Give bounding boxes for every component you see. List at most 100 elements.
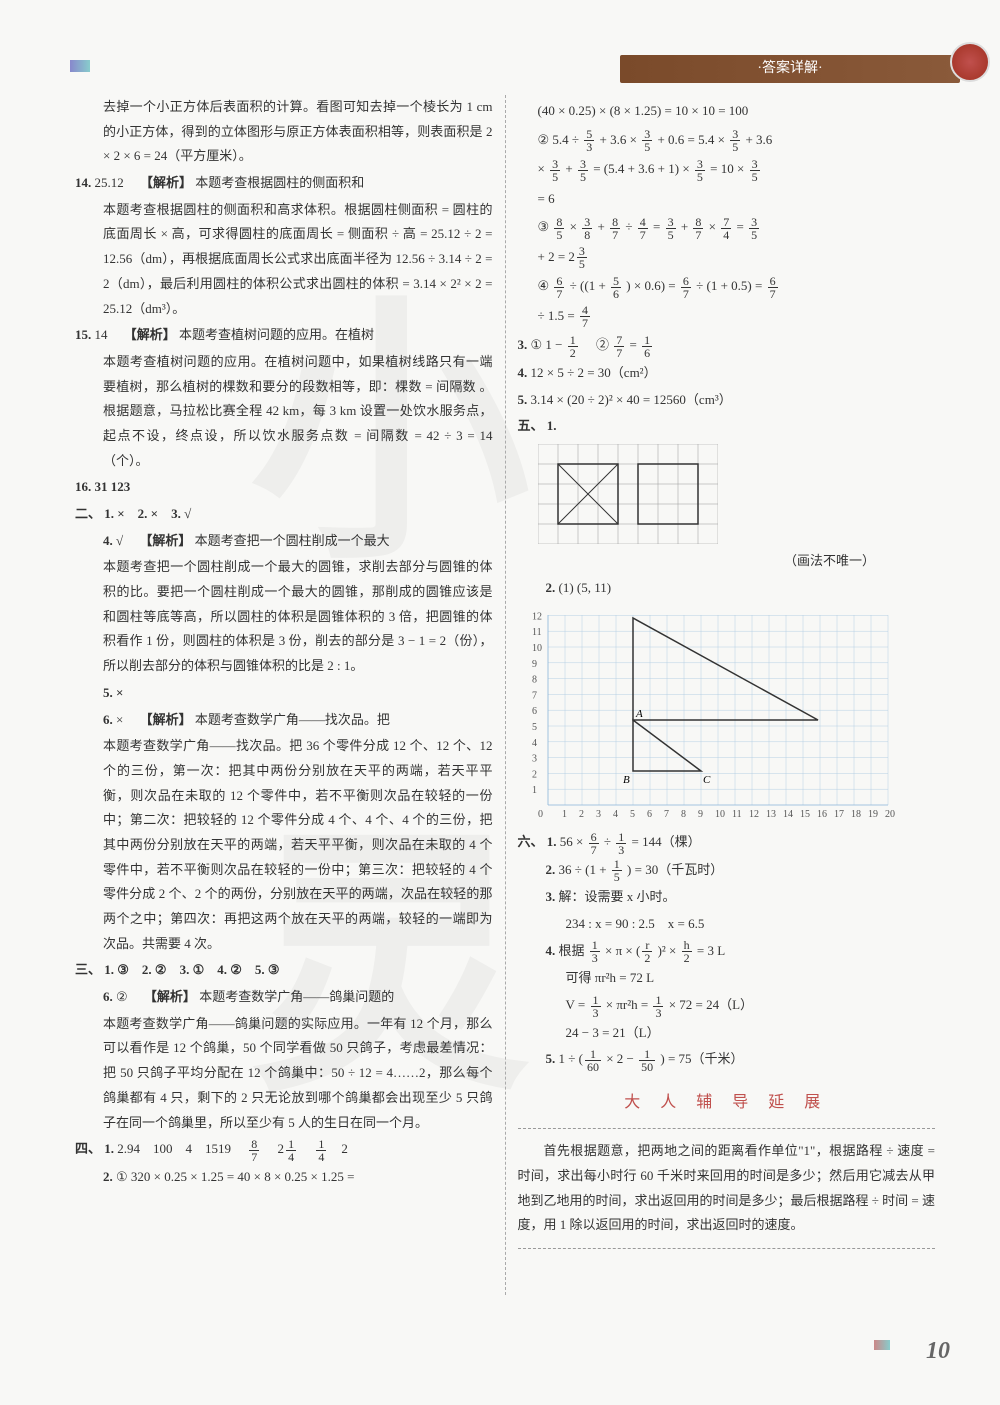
sec6-q4e: 可得 πr²h = 72 L bbox=[518, 966, 936, 991]
q15-text-inline: 本题考查植树问题的应用。在植树 bbox=[179, 327, 374, 342]
q2-4-answer: √ bbox=[116, 533, 123, 548]
svg-text:16: 16 bbox=[817, 809, 827, 820]
graph-svg: 1234567891011121314151617181920123456789… bbox=[518, 605, 898, 825]
question-r4: 4. 12 × 5 ÷ 2 = 30（cm²） bbox=[518, 361, 936, 386]
svg-text:3: 3 bbox=[532, 754, 537, 765]
sec6-q3b: 234 : x = 90 : 2.5 x = 6.5 bbox=[518, 912, 936, 937]
column-divider bbox=[505, 95, 506, 1295]
q14-label: 14. bbox=[75, 175, 91, 190]
content-area: 去掉一个小正方体后表面积的计算。看图可知去掉一个棱长为 1 cm 的小正方体，得… bbox=[75, 95, 935, 1259]
r5-label: 5. bbox=[518, 392, 528, 407]
q2-4-label: 4. bbox=[103, 533, 113, 548]
svg-text:7: 7 bbox=[532, 691, 537, 702]
page-mark bbox=[874, 1340, 890, 1350]
sec2-label: 二、 bbox=[75, 506, 101, 521]
question-14: 14. 25.12 【解析】 本题考查根据圆柱的侧面积和 bbox=[75, 171, 493, 196]
math-line-4: = 6 bbox=[518, 187, 936, 212]
right-column: (40 × 0.25) × (8 × 1.25) = 10 × 10 = 100… bbox=[518, 95, 936, 1259]
question-r3: 3. ① 1 − 12 ② 77 = 16 bbox=[518, 333, 936, 359]
sec6-q4i: 24 − 3 = 21（L） bbox=[518, 1021, 936, 1046]
svg-text:19: 19 bbox=[868, 809, 878, 820]
sec5-q2: 2. (1) (5, 11) bbox=[518, 576, 936, 601]
svg-text:6: 6 bbox=[647, 809, 652, 820]
svg-text:12: 12 bbox=[532, 612, 542, 623]
r3-label: 3. bbox=[518, 337, 528, 352]
header-badge bbox=[950, 42, 990, 82]
sec4-q2: 2. ① 320 × 0.25 × 1.25 = 40 × 8 × 0.25 ×… bbox=[75, 1165, 493, 1190]
q3-6-tag: 【解析】 bbox=[144, 989, 196, 1004]
svg-text:9: 9 bbox=[532, 659, 537, 670]
svg-text:8: 8 bbox=[532, 675, 537, 686]
question-2-5: 5. × bbox=[75, 681, 493, 706]
q15-answer: 14 bbox=[95, 327, 108, 342]
sec2-items: 1. × 2. × 3. √ bbox=[104, 506, 191, 521]
sec3-label: 三、 bbox=[75, 962, 101, 977]
header-bar: ·答案详解· bbox=[620, 55, 960, 83]
q14-text-inline: 本题考查根据圆柱的侧面积和 bbox=[195, 175, 364, 190]
r5-text: 3.14 × (20 ÷ 2)² × 40 = 12560（cm³） bbox=[531, 392, 732, 407]
sec3-items: 1. ③ 2. ② 3. ① 4. ② 5. ③ bbox=[104, 962, 279, 977]
q15-tag: 【解析】 bbox=[124, 327, 176, 342]
extend-title: 大 人 辅 导 延 展 bbox=[518, 1088, 936, 1118]
svg-text:C: C bbox=[703, 774, 711, 786]
q3-6-text-inline: 本题考查数学广角——鸽巢问题的 bbox=[199, 989, 394, 1004]
svg-text:4: 4 bbox=[613, 809, 618, 820]
math-line-3: × 35 + 35 = (5.4 + 3.6 + 1) × 35 = 10 × … bbox=[518, 157, 936, 183]
sec6-q5-label: 5. bbox=[546, 1051, 556, 1066]
sec6-q1-label: 1. bbox=[547, 834, 557, 849]
q2-6-answer: × bbox=[116, 712, 123, 727]
q15-text: 本题考查植树问题的应用。在植树问题中，如果植树线路只有一端要植树，那么植树的棵数… bbox=[75, 350, 493, 473]
q3-6-text: 本题考查数学广角——鸽巢问题的实际应用。一年有 12 个月，那么可以看作是 12… bbox=[75, 1012, 493, 1135]
section-4: 四、 1. 2.94 100 4 1519 87 214 14 2 bbox=[75, 1137, 493, 1163]
sec5-q1-label: 1. bbox=[547, 418, 557, 433]
r4-text: 12 × 5 ÷ 2 = 30（cm²） bbox=[531, 365, 657, 380]
section-6: 六、 1. 56 × 67 ÷ 13 = 144（棵） bbox=[518, 830, 936, 856]
svg-text:B: B bbox=[623, 774, 630, 786]
svg-text:18: 18 bbox=[851, 809, 861, 820]
r4-label: 4. bbox=[518, 365, 528, 380]
svg-text:1: 1 bbox=[532, 786, 537, 797]
math-line-5: ③ 85 × 38 + 87 ÷ 47 = 35 + 87 × 74 = 35 bbox=[518, 215, 936, 241]
q2-6-tag: 【解析】 bbox=[140, 712, 192, 727]
q2-6-text: 本题考查数学广角——找次品。把 36 个零件分成 12 个、12 个、12 个的… bbox=[75, 734, 493, 956]
q2-4-text-inline: 本题考查把一个圆柱削成一个最大 bbox=[195, 533, 390, 548]
svg-text:20: 20 bbox=[885, 809, 895, 820]
math-line-6: + 2 = 235 bbox=[518, 245, 936, 271]
sec6-q5: 5. 1 ÷ (160 × 2 − 150 ) = 75（千米） bbox=[518, 1047, 936, 1073]
svg-text:5: 5 bbox=[532, 722, 537, 733]
divider-bottom bbox=[518, 1248, 936, 1249]
q14-text: 本题考查根据圆柱的侧面积和高求体积。根据圆柱侧面积 = 圆柱的底面周长 × 高，… bbox=[75, 198, 493, 321]
question-2-4: 4. √ 【解析】 本题考查把一个圆柱削成一个最大 bbox=[75, 529, 493, 554]
svg-text:13: 13 bbox=[766, 809, 776, 820]
q14-tag: 【解析】 bbox=[140, 175, 192, 190]
q2-6-text-inline: 本题考查数学广角——找次品。把 bbox=[195, 712, 390, 727]
sec6-q2-label: 2. bbox=[546, 862, 556, 877]
grid-diagram bbox=[538, 444, 718, 544]
q3-6-answer: ② bbox=[116, 989, 128, 1004]
grid-svg bbox=[538, 444, 718, 544]
sec6-q4: 4. 根据 13 × π × (r2 )² × h2 = 3 L bbox=[518, 939, 936, 965]
sec4-q1: 2.94 100 4 1519 bbox=[117, 1141, 231, 1156]
svg-text:8: 8 bbox=[681, 809, 686, 820]
sec4-q2-text: ① 320 × 0.25 × 1.25 = 40 × 8 × 0.25 × 1.… bbox=[116, 1169, 354, 1184]
page-number: 10 bbox=[926, 1329, 950, 1375]
svg-text:17: 17 bbox=[834, 809, 844, 820]
svg-text:A: A bbox=[635, 708, 643, 720]
sec5-q2-text: (1) (5, 11) bbox=[559, 580, 612, 595]
question-3-6: 6. ② 【解析】 本题考查数学广角——鸽巢问题的 bbox=[75, 985, 493, 1010]
svg-text:0: 0 bbox=[538, 809, 543, 820]
section-5: 五、 1. bbox=[518, 414, 936, 439]
svg-text:6: 6 bbox=[532, 707, 537, 718]
question-16: 16. 31 123 bbox=[75, 475, 493, 500]
svg-text:15: 15 bbox=[800, 809, 810, 820]
q2-6-label: 6. bbox=[103, 712, 113, 727]
sec4-q1-label: 1. bbox=[104, 1141, 114, 1156]
grid-note: （画法不唯一） bbox=[518, 549, 936, 574]
sec5-label: 五、 bbox=[518, 418, 544, 433]
coordinate-graph: 1234567891011121314151617181920123456789… bbox=[518, 605, 898, 825]
sec4-label: 四、 bbox=[75, 1141, 101, 1156]
divider bbox=[518, 1128, 936, 1129]
sec4-q2-label: 2. bbox=[103, 1169, 113, 1184]
text-paragraph: 去掉一个小正方体后表面积的计算。看图可知去掉一个棱长为 1 cm 的小正方体，得… bbox=[75, 95, 493, 169]
svg-text:2: 2 bbox=[532, 770, 537, 781]
